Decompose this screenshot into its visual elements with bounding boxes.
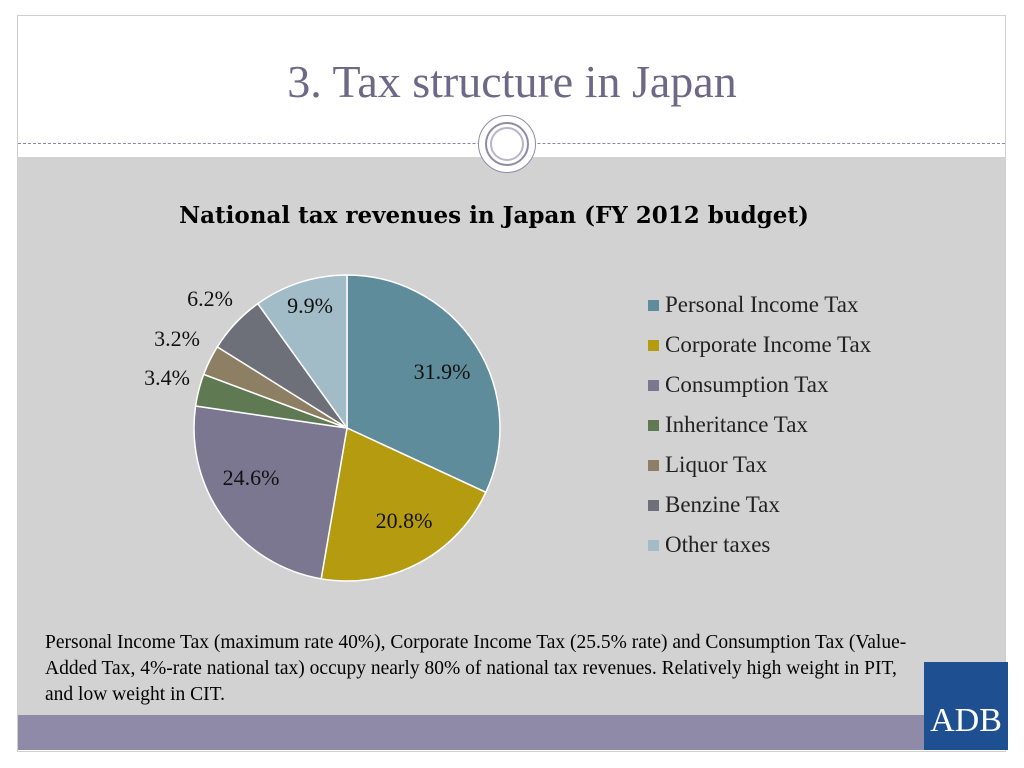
- legend-label: Consumption Tax: [665, 372, 829, 397]
- legend-item: Inheritance Tax: [648, 405, 871, 445]
- pie-slice: [320, 426, 487, 582]
- summary-note: Personal Income Tax (maximum rate 40%), …: [45, 632, 907, 705]
- slice-data-label: 9.9%: [287, 293, 333, 318]
- legend-label: Liquor Tax: [665, 452, 768, 477]
- chart-title: National tax revenues in Japan (FY 2012 …: [179, 202, 809, 229]
- legend-swatch: [648, 339, 659, 351]
- legend-item: Benzine Tax: [648, 485, 871, 525]
- legend-swatch: [648, 299, 659, 311]
- legend-item: Liquor Tax: [648, 445, 871, 485]
- pie-slice: [256, 274, 348, 431]
- slice-data-label: 20.8%: [376, 508, 433, 533]
- legend-swatch: [648, 539, 659, 551]
- chart-legend: Personal Income Tax Corporate Income Tax…: [648, 285, 871, 565]
- legend-swatch: [648, 459, 659, 471]
- pie-slice: [346, 274, 501, 494]
- content-area: [18, 157, 1005, 715]
- legend-label: Personal Income Tax: [665, 292, 859, 317]
- legend-label: Benzine Tax: [665, 492, 780, 517]
- adb-logo: ADB: [924, 662, 1008, 750]
- slice-data-label: 3.2%: [154, 326, 200, 351]
- slice-data-label: 3.4%: [144, 365, 190, 390]
- legend-label: Corporate Income Tax: [665, 332, 872, 357]
- legend-item: Consumption Tax: [648, 365, 871, 405]
- legend-item: Other taxes: [648, 525, 871, 565]
- slide-frame: [17, 15, 1006, 752]
- slice-data-label: 31.9%: [414, 359, 471, 384]
- footer-band: [18, 715, 924, 750]
- legend-item: Corporate Income Tax: [648, 325, 871, 365]
- legend-label: Inheritance Tax: [665, 412, 808, 437]
- divider-ornament: [478, 115, 536, 173]
- legend-swatch: [648, 379, 659, 391]
- slice-data-label: 6.2%: [187, 286, 233, 311]
- pie-slice: [193, 405, 348, 580]
- slide-title: 3. Tax structure in Japan: [287, 56, 737, 107]
- legend-item: Personal Income Tax: [648, 285, 871, 325]
- legend-label: Other taxes: [665, 532, 771, 557]
- slice-data-label: 24.6%: [223, 465, 280, 490]
- legend-swatch: [648, 499, 659, 511]
- legend-swatch: [648, 419, 659, 431]
